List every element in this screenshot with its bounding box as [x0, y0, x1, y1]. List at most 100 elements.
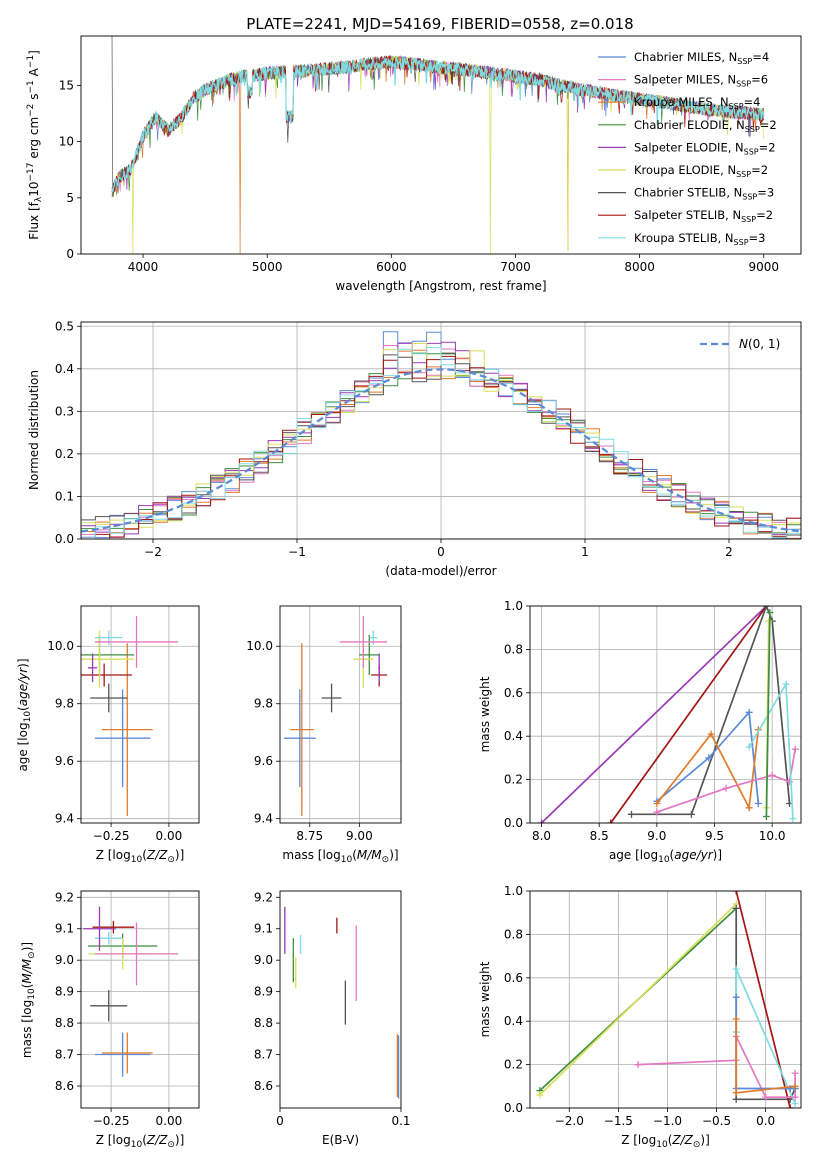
- y-tick-label: 8.9: [55, 985, 74, 999]
- x-axis-label: Z [log10(Z/Z⊙)]: [96, 1133, 185, 1150]
- y-tick-label: 0.4: [55, 362, 74, 376]
- axes-frame: [279, 890, 402, 1109]
- x-axis-label: wavelength [Angstrom, rest frame]: [335, 279, 546, 293]
- histogram-series-7: [81, 352, 801, 536]
- y-axis-label: Normed distribution: [27, 370, 41, 490]
- x-tick-label: 9.5: [705, 829, 724, 843]
- x-tick-label: 0: [276, 1114, 284, 1128]
- y-tick-label: 0.5: [55, 319, 74, 333]
- age-vs-mass-panel: 8.75 9.00 9.4 9.6 9.8 10.0 mass [log10(M/M⊙)]: [246, 605, 402, 865]
- weight-marker: [538, 819, 546, 823]
- axes-frame: [529, 890, 802, 1109]
- y-tick-label: 9.6: [55, 754, 74, 768]
- weight-marker: [687, 810, 695, 818]
- weight-marker: [653, 808, 661, 816]
- y-tick-label: 9.4: [254, 812, 273, 826]
- weight-marker: [791, 1069, 799, 1077]
- weight-marker: [791, 1082, 799, 1090]
- legend-label: Kroupa ELODIE, NSSP=2: [634, 163, 768, 179]
- x-tick-label: −0.5: [702, 1114, 731, 1128]
- weight-marker: [762, 606, 770, 610]
- weight-marker: [732, 993, 740, 1001]
- weight-marker: [732, 965, 740, 973]
- y-axis-label: mass weight: [478, 961, 492, 1037]
- y-tick-label: 5: [66, 191, 74, 205]
- y-tick-label: 0.2: [504, 1058, 523, 1072]
- weight-marker: [536, 1091, 544, 1099]
- figure-title: PLATE=2241, MJD=54169, FIBERID=0558, z=0…: [246, 15, 633, 33]
- mass-weight-vs-age-panel: 8.0 8.5 9.0 9.5 10.0 0.0 0.2 0.4 0.6 0.8 1.0 age [l…: [478, 599, 802, 865]
- weight-marker: [732, 904, 740, 912]
- legend-label: N(0, 1): [739, 337, 780, 351]
- weight-lines: [536, 891, 799, 1108]
- y-tick-label: 8.8: [254, 1016, 273, 1030]
- weight-marker: [791, 745, 799, 753]
- x-axis-label: E(B-V): [322, 1133, 359, 1147]
- x-tick-label: 9.0: [647, 829, 666, 843]
- weight-line: [765, 612, 771, 817]
- mass-weight-vs-metallicity-panel: −2.0 −1.5 −1.0 −0.5 0.0 0.0 0.2 0.4 0.6 0.8 1.0 Z […: [478, 884, 802, 1150]
- x-tick-label: 8.0: [532, 829, 551, 843]
- y-tick-label: 9.2: [55, 890, 74, 904]
- x-tick-label: 5000: [252, 260, 283, 274]
- histograms: [81, 331, 801, 539]
- legend-label: Salpeter ELODIE, NSSP=2: [634, 140, 776, 156]
- weight-line: [656, 749, 797, 813]
- y-axis-label: mass [log10(M/M⊙)]: [20, 942, 37, 1058]
- x-axis-label: mass [log10(M/M⊙)]: [282, 848, 398, 865]
- weight-lines: [538, 606, 799, 823]
- weight-marker: [627, 810, 635, 818]
- weight-marker: [782, 680, 790, 688]
- weight-marker: [791, 1100, 799, 1108]
- axes-frame: [279, 605, 402, 824]
- legend-label: Chabrier MILES, NSSP=4: [634, 50, 769, 66]
- y-tick-label: 0.0: [504, 816, 523, 830]
- y-tick-label: 9.1: [55, 922, 74, 936]
- weight-marker: [653, 799, 661, 807]
- weight-marker: [762, 1093, 770, 1101]
- y-tick-label: 8.6: [55, 1079, 74, 1093]
- y-tick-label: 1.0: [504, 884, 523, 898]
- gaussian-reference-curve: [81, 368, 801, 533]
- error-bars: [83, 906, 179, 1077]
- y-tick-label: 0.0: [55, 532, 74, 546]
- y-tick-label: 0: [66, 247, 74, 261]
- y-tick-label: 9.6: [254, 754, 273, 768]
- weight-line: [631, 606, 791, 816]
- x-tick-label: 2: [725, 545, 733, 559]
- axes-frame: [80, 605, 200, 824]
- weight-marker: [762, 812, 770, 820]
- legend-label: Chabrier ELODIE, NSSP=2: [634, 118, 777, 134]
- x-tick-label: −1.0: [653, 1114, 682, 1128]
- y-tick-label: 10: [59, 135, 74, 149]
- legend-label: Salpeter STELIB, NSSP=2: [634, 208, 773, 224]
- mass-vs-metallicity-panel: −0.25 0.00 8.6 8.7 8.8 8.9 9.0 9.1 9.2 Z [log10(Z…: [20, 890, 200, 1150]
- y-tick-label: 9.8: [55, 697, 74, 711]
- weight-marker: [732, 1095, 740, 1103]
- y-tick-label: 10.0: [47, 639, 74, 653]
- x-tick-label: 10.0: [759, 829, 786, 843]
- x-axis-label: age [log10(age/yr)]: [609, 848, 722, 865]
- y-tick-label: 0.3: [55, 404, 74, 418]
- x-tick-label: 8.5: [590, 829, 609, 843]
- weight-marker: [705, 754, 713, 762]
- weight-line: [540, 606, 767, 823]
- weight-marker: [791, 1093, 799, 1101]
- weight-marker: [634, 1061, 642, 1069]
- y-tick-label: 9.2: [254, 890, 273, 904]
- spectrum-panel: 4000 5000 6000 7000 8000 9000 0 5 10 15 wavelength…: [26, 35, 802, 293]
- y-tick-label: 8.9: [254, 985, 273, 999]
- x-axis-label: Z [log10(Z/Z⊙)]: [96, 848, 185, 865]
- legend-label: Chabrier STELIB, NSSP=3: [634, 186, 774, 202]
- y-tick-label: 0.8: [504, 642, 523, 656]
- weight-marker: [722, 784, 730, 792]
- x-tick-label: 0: [437, 545, 445, 559]
- weight-line: [637, 1036, 796, 1099]
- y-tick-label: 0.4: [504, 729, 523, 743]
- weight-marker: [766, 609, 774, 617]
- weight-line: [656, 729, 760, 811]
- x-tick-label: 8.75: [296, 829, 323, 843]
- legend: Chabrier MILES, NSSP=4 Salpeter MILES, NS…: [598, 50, 777, 247]
- axes-frame: [80, 35, 802, 255]
